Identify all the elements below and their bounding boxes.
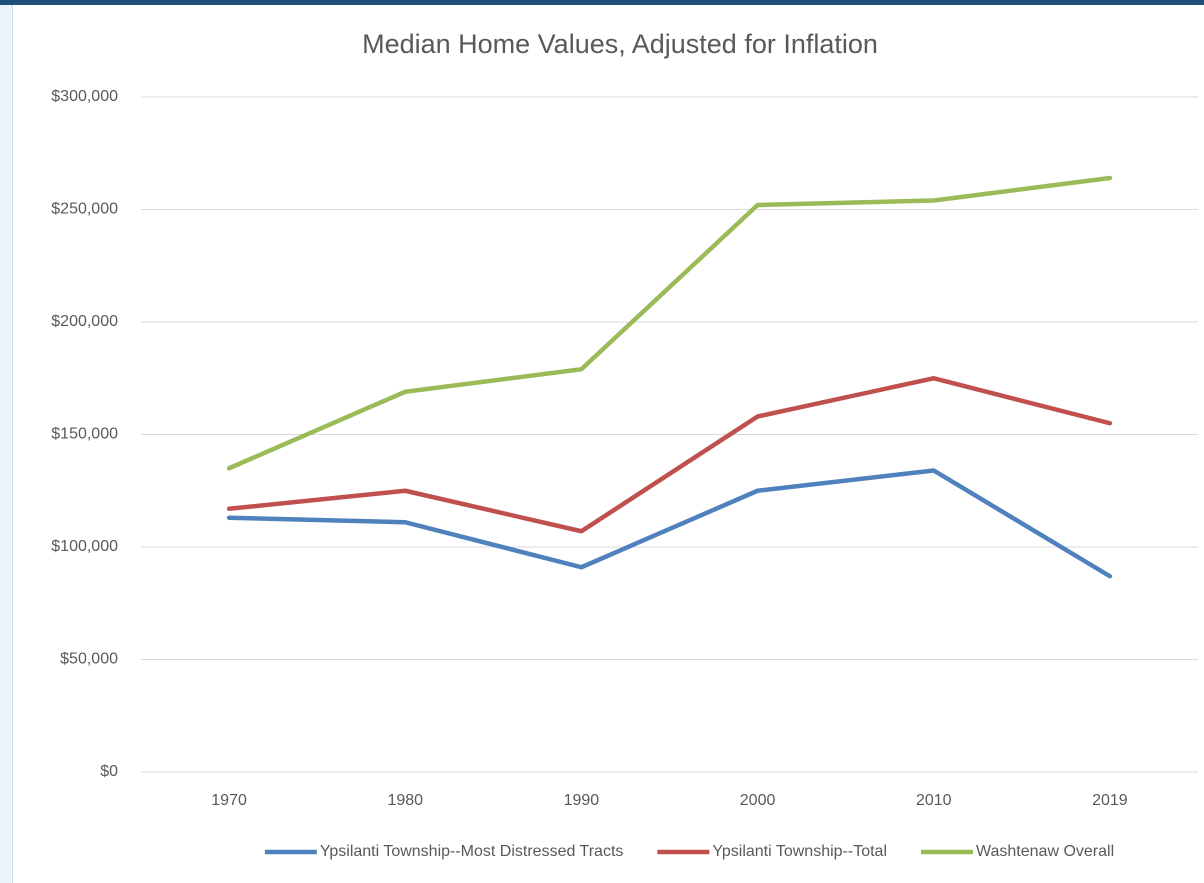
y-tick-label: $300,000 <box>51 88 118 105</box>
top-bar <box>0 0 1204 5</box>
y-tick-label: $0 <box>100 763 118 780</box>
data-line <box>226 468 1113 579</box>
x-tick-label: 2019 <box>1092 792 1128 809</box>
x-tick-label: 1990 <box>564 792 600 809</box>
legend-label: Washtenaw Overall <box>976 843 1114 860</box>
y-tick-label: $150,000 <box>51 426 118 443</box>
x-tick-label: 2000 <box>740 792 776 809</box>
x-tick-label: 1970 <box>211 792 247 809</box>
data-line <box>226 376 1113 534</box>
y-tick-label: $50,000 <box>60 651 118 668</box>
data-line <box>226 175 1113 471</box>
left-panel <box>0 5 13 883</box>
y-tick-label: $100,000 <box>51 538 118 555</box>
legend-label: Ypsilanti Township--Most Distressed Trac… <box>320 843 624 860</box>
y-tick-label: $250,000 <box>51 201 118 218</box>
x-tick-label: 2010 <box>916 792 952 809</box>
legend-label: Ypsilanti Township--Total <box>712 843 887 860</box>
x-tick-label: 1980 <box>387 792 423 809</box>
chart-title: Median Home Values, Adjusted for Inflati… <box>362 29 878 59</box>
y-tick-label: $200,000 <box>51 313 118 330</box>
